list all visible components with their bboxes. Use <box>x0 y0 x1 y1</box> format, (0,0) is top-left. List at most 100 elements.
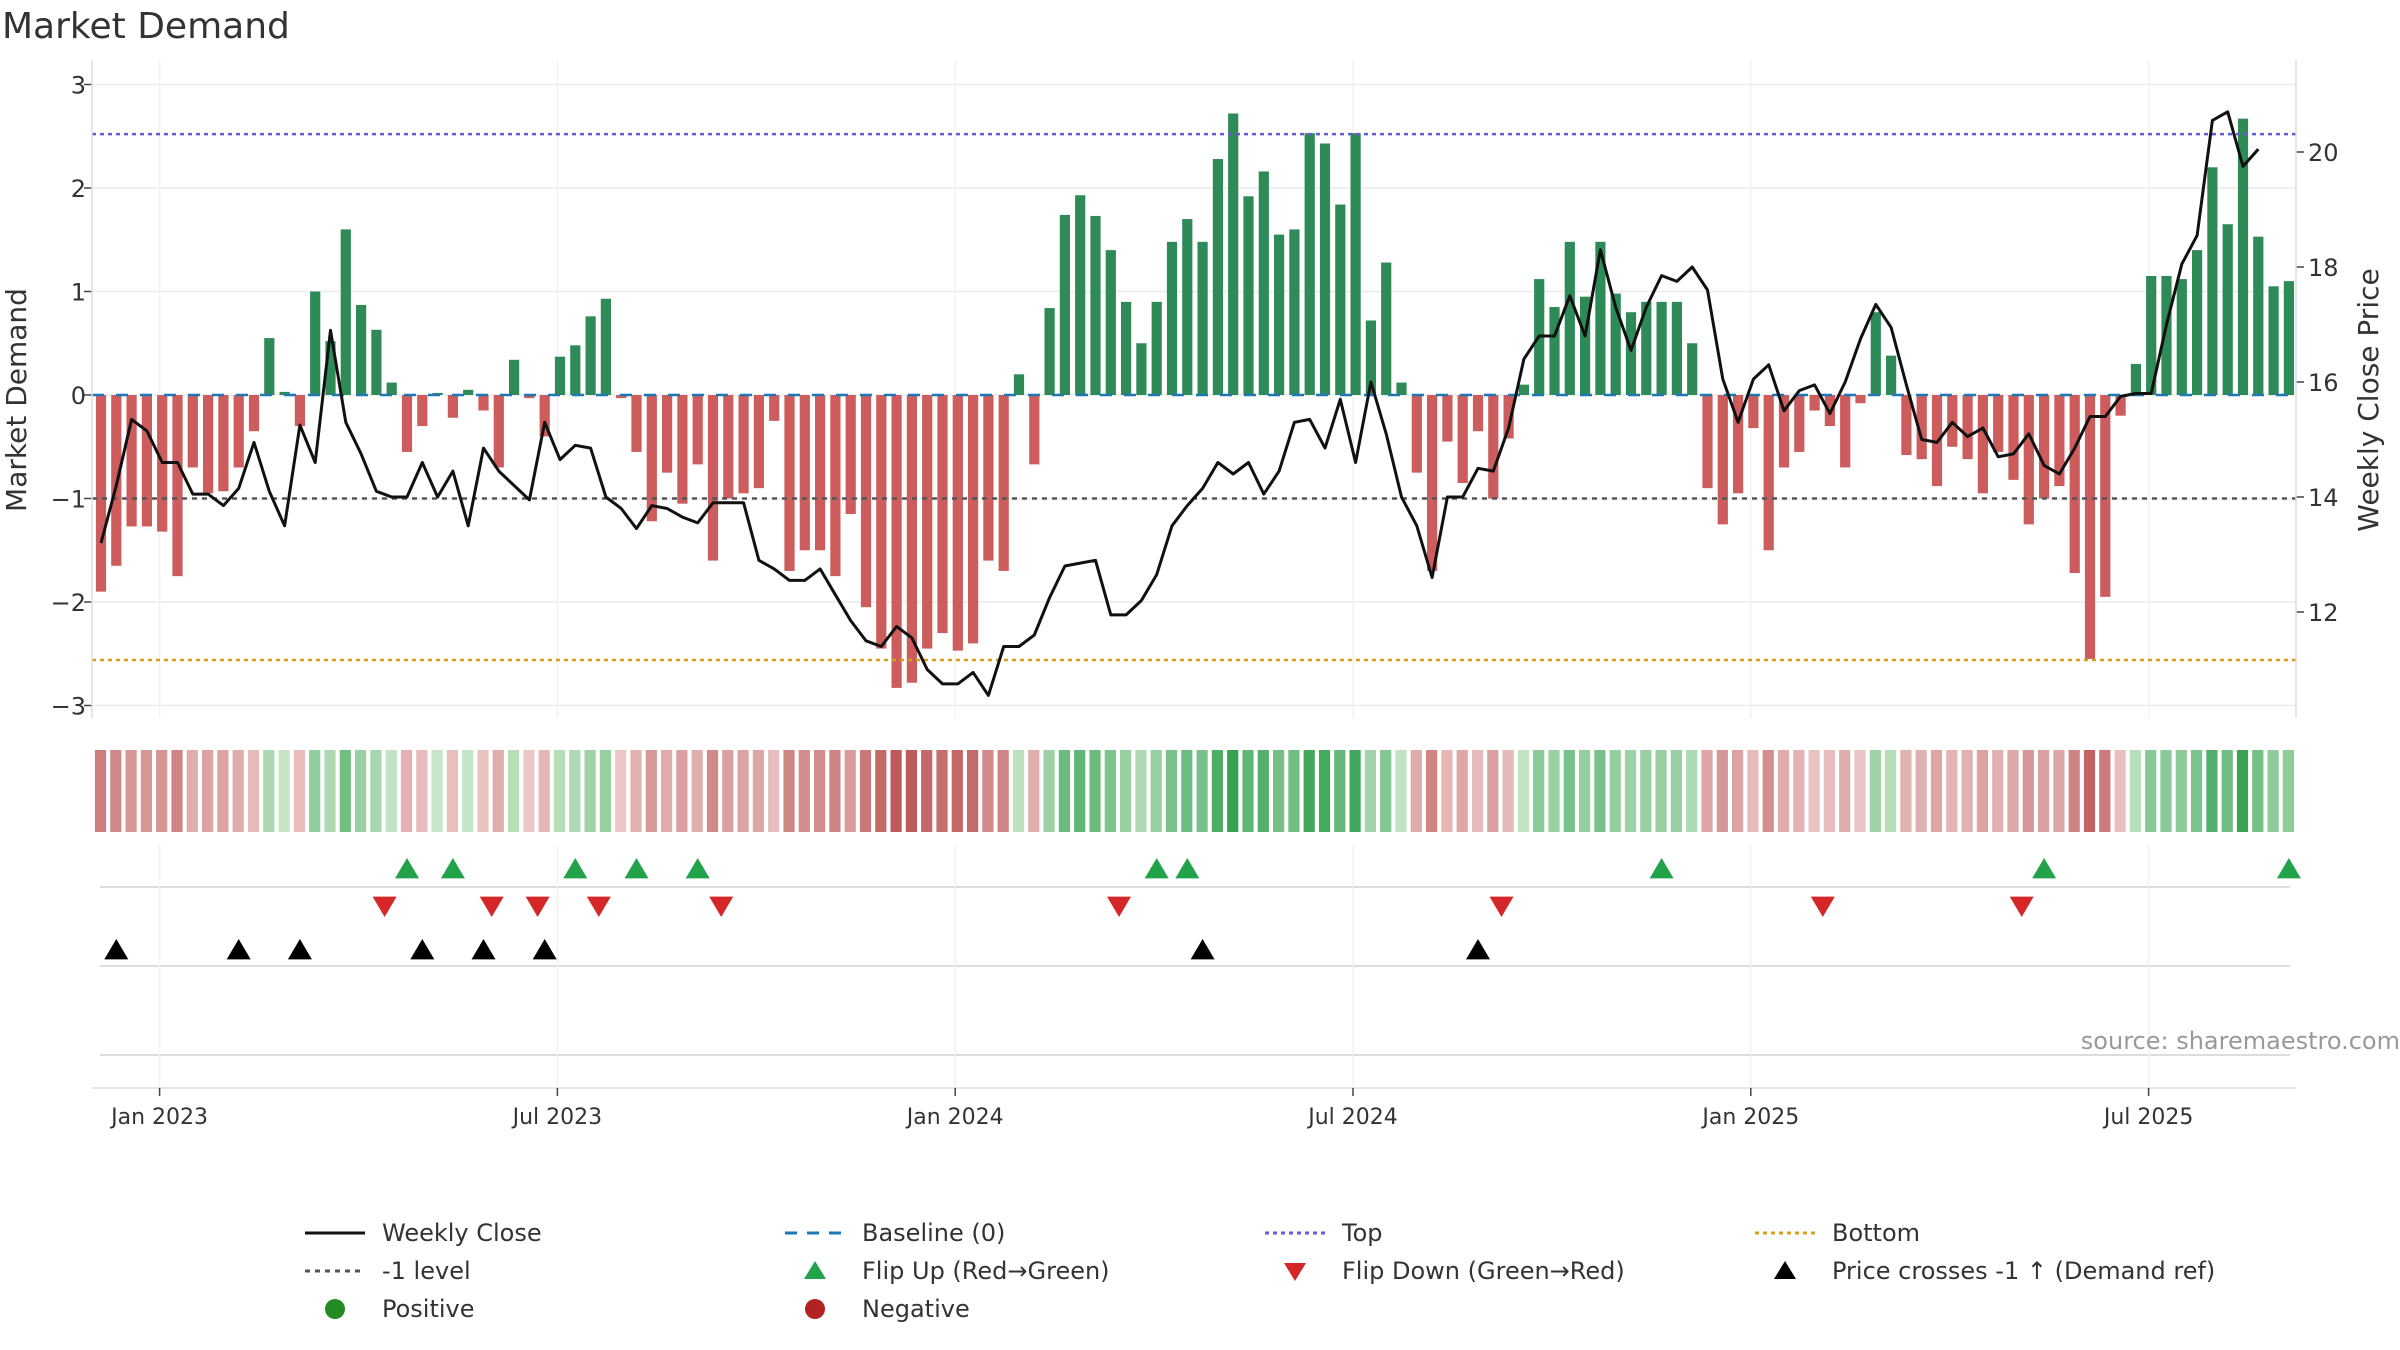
negative-bar <box>2084 395 2096 659</box>
heat-cell <box>1609 750 1621 832</box>
negative-bar <box>723 395 734 499</box>
y2-tick-label: 16 <box>2308 369 2339 397</box>
heat-cell <box>936 750 948 832</box>
positive-bar <box>1381 262 1392 395</box>
positive-bar <box>600 298 611 395</box>
legend-item: Flip Up (Red→Green) <box>780 1253 1110 1289</box>
flip-down-marker <box>709 896 734 917</box>
heat-cell <box>645 750 657 832</box>
flip-up-marker <box>440 858 465 879</box>
negative-bar <box>1442 395 1453 442</box>
heat-cell <box>1976 750 1988 832</box>
heat-cell <box>982 750 994 832</box>
heat-cell <box>1104 750 1116 832</box>
heat-cell <box>1012 750 1025 832</box>
heat-cell <box>1257 750 1269 832</box>
heat-cell <box>1395 750 1407 832</box>
negative-bar <box>1029 395 1040 465</box>
cross-marker <box>410 939 435 960</box>
positive-bar <box>1121 301 1132 395</box>
negative-bar <box>983 395 994 561</box>
negative-bar <box>1977 395 1988 494</box>
heat-cell <box>2282 750 2294 832</box>
positive-bar <box>1197 241 1208 395</box>
red-dot-icon <box>805 1299 825 1319</box>
y2-tick-label: 20 <box>2308 139 2339 167</box>
heat-cell <box>2191 750 2203 832</box>
y-tick-label: 1 <box>71 279 86 307</box>
negative-bar <box>845 395 856 515</box>
positive-bar <box>1105 250 1116 395</box>
positive-bar <box>1013 374 1025 395</box>
positive-bar <box>1059 214 1070 395</box>
flip-down-marker <box>1489 896 1514 917</box>
heat-cell <box>1716 750 1728 832</box>
heat-cell <box>1410 750 1422 832</box>
heat-cell <box>997 750 1009 832</box>
flip-up-marker <box>1144 858 1169 879</box>
negative-bar <box>738 395 749 494</box>
black-triangle-up-icon <box>1774 1261 1796 1279</box>
heat-cell <box>508 750 520 832</box>
negative-bar <box>1763 395 1774 551</box>
negative-bar <box>616 395 627 399</box>
heat-cell <box>1380 750 1392 832</box>
heat-cell <box>859 750 872 832</box>
positive-bar <box>310 291 321 395</box>
heat-cell <box>737 750 749 832</box>
positive-bar <box>325 341 336 395</box>
negative-bar <box>1472 395 1484 432</box>
heat-cell <box>1655 750 1667 832</box>
positive-bar <box>2146 275 2157 395</box>
negative-bar <box>860 395 872 608</box>
y-axis-label: Market Demand <box>0 288 33 512</box>
negative-bar <box>1855 395 1866 404</box>
heat-cell <box>171 750 183 832</box>
negative-bar <box>1840 395 1851 468</box>
cross-marker <box>104 939 129 960</box>
negative-bar <box>1962 395 1973 460</box>
legend-label: Weekly Close <box>382 1219 542 1247</box>
negative-bar <box>95 395 107 592</box>
heat-cell <box>1946 750 1958 832</box>
negative-bar <box>2115 395 2126 416</box>
heat-cell <box>1120 750 1132 832</box>
flip-up-marker <box>624 858 649 879</box>
positive-bar <box>371 329 382 395</box>
y-tick-label: 3 <box>71 72 86 100</box>
negative-bar <box>1717 395 1728 525</box>
heat-cell <box>1181 750 1193 832</box>
legend-item: Positive <box>300 1291 475 1327</box>
negative-bar <box>799 395 810 551</box>
positive-bar <box>2268 286 2279 395</box>
heat-cell <box>599 750 611 832</box>
heat-cell <box>1808 750 1820 832</box>
heat-cell <box>1441 750 1453 832</box>
heat-cell <box>1349 750 1361 832</box>
heat-cell <box>630 750 642 832</box>
positive-bar <box>1564 241 1575 395</box>
positive-bar <box>1182 219 1193 395</box>
heat-cell <box>1303 750 1315 832</box>
positive-bar <box>1870 312 1881 395</box>
heat-cell <box>1854 750 1866 832</box>
negative-bar <box>968 395 979 644</box>
y-tick-label: −1 <box>51 486 86 514</box>
negative-bar <box>1901 395 1912 456</box>
flip-up-marker <box>1175 858 1200 879</box>
negative-bar <box>677 395 688 504</box>
legend-item: Baseline (0) <box>780 1215 1005 1251</box>
flip-down-marker <box>525 896 550 917</box>
positive-bar <box>585 316 596 395</box>
negative-bar <box>2039 395 2050 499</box>
positive-bar <box>509 359 520 395</box>
heat-cell <box>278 750 290 832</box>
negative-bar <box>922 395 933 649</box>
heat-cell <box>1961 750 1973 832</box>
heat-cell <box>1058 750 1070 832</box>
heat-cell <box>1533 750 1545 832</box>
positive-bar <box>1212 159 1223 395</box>
legend-label: Flip Down (Green→Red) <box>1342 1257 1625 1285</box>
negative-bar <box>753 395 764 489</box>
negative-bar <box>218 395 229 492</box>
